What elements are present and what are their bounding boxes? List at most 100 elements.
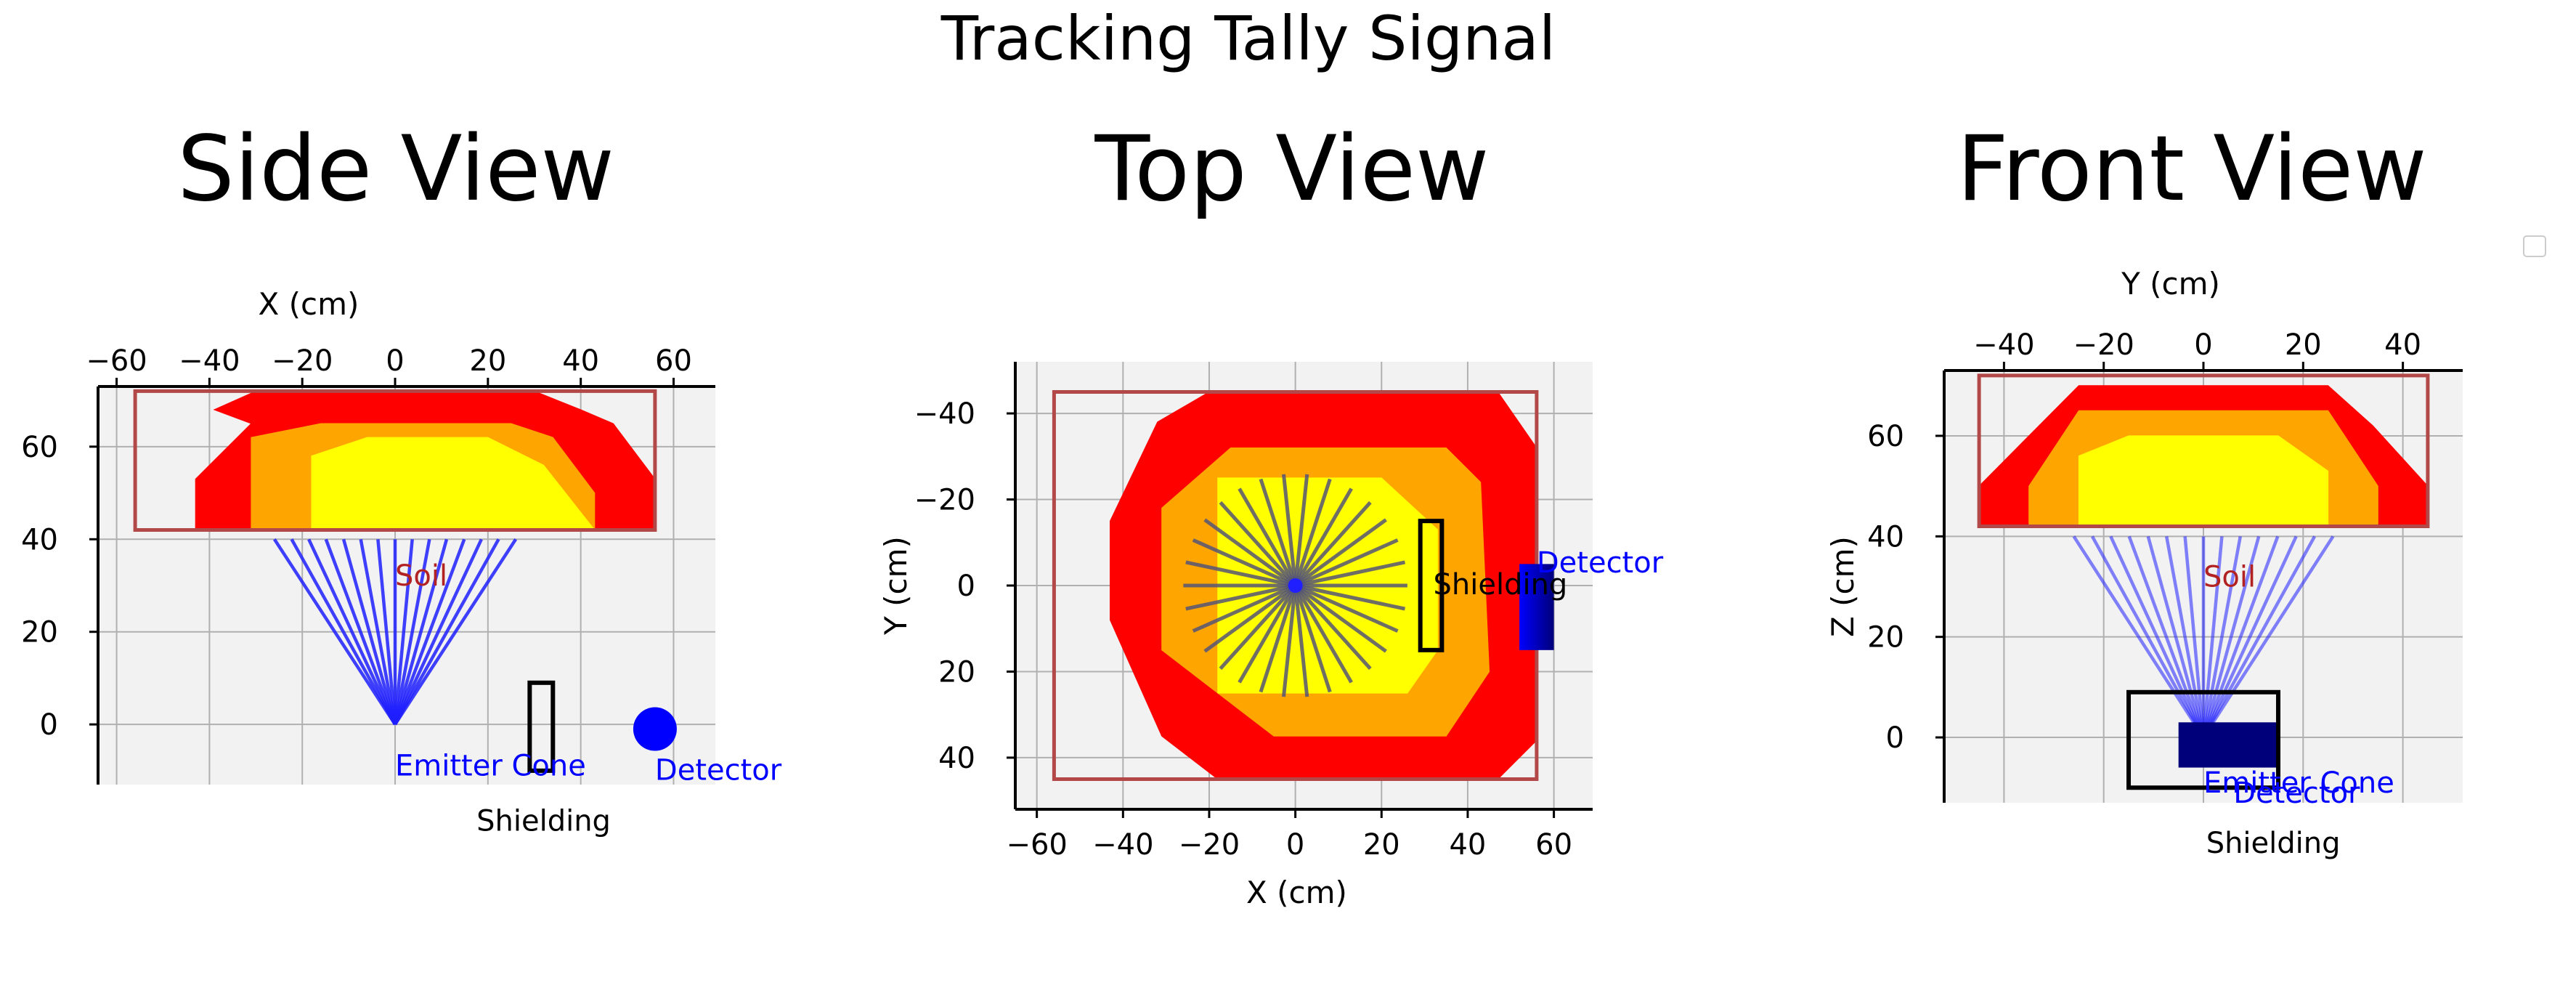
front-beam-line: [2202, 535, 2317, 739]
top-ray-line: [1293, 585, 1309, 697]
top-x-tick-label: 60: [1535, 828, 1572, 862]
side-x-tick-label: 40: [562, 344, 599, 378]
front-x-tick-label: 20: [2285, 328, 2322, 362]
side-beam-line: [393, 538, 449, 725]
front-beam-line: [2202, 535, 2335, 739]
top-plot-area: [1015, 362, 1593, 809]
top-emitter-point: [1288, 578, 1303, 593]
side-beam-line: [376, 539, 397, 725]
front-beam-line: [2127, 535, 2206, 738]
top-x-tick-label: 0: [1286, 828, 1304, 862]
top-ray-line: [1203, 518, 1297, 588]
side-x-tick-label: −60: [86, 344, 147, 378]
side-beam-line: [393, 538, 431, 725]
top-ray-line: [1238, 584, 1297, 684]
side-label-detector: Detector: [655, 754, 782, 787]
top-y-tick-label: 0: [957, 570, 975, 603]
front-label-soil: Soil: [2203, 561, 2256, 594]
front-beam-line: [2164, 535, 2206, 738]
side-x-tick-label: 60: [655, 344, 692, 378]
side-beam-line: [359, 538, 397, 725]
side-shielding-rect: [527, 680, 556, 773]
front-y-tick-label: 60: [1867, 420, 1904, 453]
top-ray-line: [1282, 585, 1298, 697]
top-detector-marker: [1519, 564, 1554, 650]
top-y-tick-label: −20: [914, 484, 975, 517]
top-ray-line: [1185, 583, 1296, 611]
side-beam-line: [290, 538, 397, 726]
side-x-tick-label: −40: [179, 344, 240, 378]
top-ray-line: [1294, 538, 1399, 588]
top-ray-line: [1238, 487, 1297, 587]
top-ray-line: [1185, 560, 1296, 588]
top-ray-line: [1294, 583, 1399, 633]
top-ray-line: [1219, 584, 1297, 671]
front-plot-area: [1944, 370, 2463, 803]
top-label-shielding: Shielding: [1433, 568, 1567, 602]
legend-box: [2523, 235, 2546, 257]
top-ray-line: [1293, 584, 1372, 671]
front-beam-line: [2201, 535, 2298, 739]
top-ray-line: [1282, 474, 1298, 586]
top-shielding-rect: [1418, 519, 1445, 652]
front-beam-line: [2146, 535, 2206, 738]
front-beam-line: [2109, 535, 2206, 739]
front-soil-boundary: [1977, 373, 2430, 528]
front-y-axis-label: Z (cm): [1825, 536, 1861, 637]
side-plot-area: [98, 386, 715, 785]
top-x-tick-label: 20: [1363, 828, 1400, 862]
front-x-tick-label: −40: [1973, 328, 2034, 362]
front-y-tick-label: 0: [1886, 721, 1904, 755]
side-beam-line: [394, 538, 518, 726]
front-beam-line: [2201, 535, 2243, 738]
front-x-axis-label: Y (cm): [2121, 266, 2220, 301]
top-y-tick-label: 20: [938, 655, 975, 689]
front-beam-line: [2090, 535, 2205, 739]
side-detector-marker: [633, 707, 677, 751]
side-beam-line: [394, 538, 500, 726]
side-x-tick-label: −20: [272, 344, 333, 378]
front-soil-layer-inner: [2078, 435, 2329, 527]
front-x-tick-label: 40: [2384, 328, 2421, 362]
side-y-tick-label: 0: [40, 708, 58, 742]
top-title: Top View: [1094, 117, 1490, 222]
top-x-axis-label: X (cm): [1246, 875, 1347, 910]
front-y-tick-label: 20: [1867, 621, 1904, 655]
side-beam-line: [341, 538, 397, 725]
top-x-tick-label: −20: [1179, 828, 1240, 862]
top-ray-line: [1203, 583, 1297, 653]
front-label-shielding: Shielding: [2206, 827, 2341, 860]
top-ray-line: [1295, 560, 1406, 588]
front-label-emitter-cone: Emitter Cone: [2203, 766, 2394, 800]
side-x-tick-label: 0: [386, 344, 404, 378]
side-beam-line: [393, 538, 466, 725]
side-y-tick-label: 60: [21, 431, 58, 464]
front-shielding-rect: [2126, 689, 2280, 790]
top-ray-line: [1295, 583, 1406, 611]
top-y-axis-label: Y (cm): [878, 536, 914, 636]
figure-suptitle: Tracking Tally Signal: [940, 3, 1556, 74]
front-detector-marker: [2178, 722, 2278, 768]
top-ray-line: [1294, 518, 1387, 588]
front-beam-line: [2201, 535, 2280, 738]
top-ray-line: [1293, 501, 1372, 587]
top-y-tick-label: −40: [914, 397, 975, 431]
front-beam-line: [2183, 536, 2206, 738]
side-label-shielding: Shielding: [476, 805, 611, 838]
top-label-detector: Detector: [1537, 546, 1664, 580]
side-label-soil: Soil: [395, 559, 447, 593]
front-x-tick-label: 0: [2194, 328, 2212, 362]
panel-side-view: Side View Shielding Emitter Cone Detector So…: [21, 117, 782, 838]
front-y-tick-label: 40: [1867, 520, 1904, 554]
side-beam-line: [324, 538, 397, 725]
top-ray-line: [1293, 478, 1332, 586]
top-ray-line: [1259, 478, 1298, 586]
side-x-tick-label: 20: [469, 344, 506, 378]
top-ray-line: [1293, 474, 1309, 586]
top-ray-line: [1219, 501, 1297, 587]
front-title: Front View: [1957, 117, 2426, 222]
side-title: Side View: [177, 117, 614, 222]
top-ray-line: [1293, 585, 1332, 693]
